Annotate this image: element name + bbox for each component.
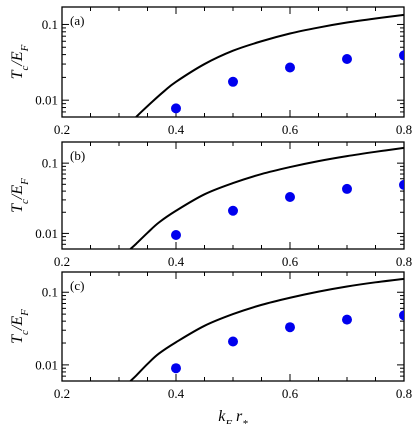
data-point [171, 229, 181, 240]
plot-area [129, 146, 404, 249]
x-tick-label: 0.2 [54, 254, 70, 269]
data-point [171, 103, 181, 114]
x-tick-label: 0.8 [396, 122, 412, 137]
x-tick-label: 0.4 [168, 386, 185, 401]
plot-area [135, 13, 404, 117]
x-tick-label: 0.2 [54, 122, 70, 137]
data-point [285, 322, 295, 333]
y-tick-label: 0.1 [42, 285, 58, 300]
panel-label: (c) [70, 278, 84, 293]
panel-3: 0.2 0.4 0.6 0.8 0.01 0.1 (c) Tc/EF kF r* [9, 271, 412, 424]
data-point [342, 53, 352, 64]
y-axis-label: Tc/EF [9, 44, 31, 79]
x-axis-label: kF r* [218, 408, 248, 424]
data-point [228, 336, 238, 347]
panel-1: 0.2 0.4 0.6 0.8 0.01 0.1 (a) Tc/EF [9, 6, 412, 137]
y-tick-label: 0.01 [35, 357, 58, 372]
data-point [399, 310, 404, 321]
panel-label: (a) [70, 13, 84, 28]
plot-area [129, 277, 404, 381]
y-tick-label: 0.1 [42, 156, 58, 171]
x-tick-label: 0.8 [396, 386, 412, 401]
theory-curve [129, 146, 404, 249]
data-point [285, 62, 295, 73]
data-point [399, 50, 404, 61]
y-axis-label: Tc/EF [9, 178, 31, 213]
x-tick-label: 0.2 [54, 386, 70, 401]
theory-curve [129, 277, 404, 381]
data-point [228, 205, 238, 216]
y-tick-label: 0.1 [42, 17, 58, 32]
x-tick-label: 0.6 [282, 386, 299, 401]
x-tick-label: 0.8 [396, 254, 412, 269]
y-tick-label: 0.01 [35, 226, 58, 241]
panel-label: (b) [70, 148, 85, 163]
panel-2: 0.2 0.4 0.6 0.8 0.01 0.1 (b) Tc/EF [9, 141, 412, 269]
data-point [171, 363, 181, 374]
data-point [342, 183, 352, 194]
plot-frame [61, 271, 405, 382]
x-tick-label: 0.4 [168, 254, 185, 269]
x-tick-label: 0.4 [168, 122, 185, 137]
x-tick-label: 0.6 [282, 122, 299, 137]
x-tick-label: 0.6 [282, 254, 299, 269]
y-axis-label: Tc/EF [9, 309, 31, 344]
data-point [399, 179, 404, 190]
data-point [285, 191, 295, 202]
y-tick-label: 0.01 [35, 93, 58, 108]
theory-curve [135, 13, 404, 117]
data-point [228, 76, 238, 87]
data-point [342, 314, 352, 325]
plot-frame [61, 6, 405, 118]
plot-frame [61, 141, 405, 250]
